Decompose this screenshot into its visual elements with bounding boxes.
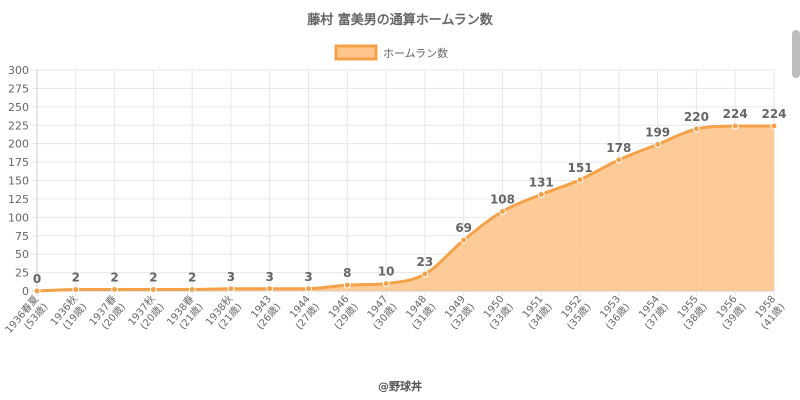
y-tick-label: 125: [8, 193, 29, 206]
data-point[interactable]: [731, 122, 739, 130]
data-label: 10: [378, 265, 395, 279]
legend-label: ホームラン数: [383, 47, 448, 60]
x-tick-label: 1937春(20歳): [87, 293, 128, 336]
data-label: 0: [33, 272, 41, 286]
area-fill: [37, 125, 774, 291]
data-point[interactable]: [537, 190, 545, 198]
data-point[interactable]: [72, 286, 80, 294]
x-tick-label: 1944(27歳): [285, 294, 322, 332]
y-tick-label: 225: [8, 119, 29, 132]
data-point[interactable]: [654, 140, 662, 148]
x-tick-label: 1946(29歳): [324, 294, 361, 332]
y-tick-label: 250: [8, 101, 29, 114]
data-label: 199: [645, 125, 670, 139]
data-label: 151: [568, 161, 593, 175]
x-tick-label: 1954(37歳): [634, 294, 671, 332]
data-point[interactable]: [266, 285, 274, 293]
data-point[interactable]: [111, 286, 119, 294]
x-tick-label: 1948(31歳): [401, 294, 438, 332]
data-label: 108: [490, 192, 515, 206]
data-point[interactable]: [343, 281, 351, 289]
x-tick-label: 1952(35歳): [556, 294, 593, 332]
x-tick-label: 1956(39歳): [711, 294, 748, 332]
x-axis: 1936春夏(53歳)1936秋(19歳)1937春(20歳)1937秋(20歳…: [3, 292, 788, 343]
data-point[interactable]: [305, 285, 313, 293]
y-tick-label: 200: [8, 138, 29, 151]
data-label: 2: [110, 271, 118, 285]
data-point[interactable]: [770, 122, 778, 130]
legend[interactable]: ホームラン数: [334, 44, 448, 61]
x-tick-label: 1936秋(19歳): [47, 292, 89, 335]
data-point[interactable]: [149, 286, 157, 294]
data-label: 220: [684, 110, 709, 124]
data-point[interactable]: [576, 176, 584, 184]
data-point[interactable]: [692, 125, 700, 133]
y-tick-label: 75: [15, 230, 29, 243]
data-point[interactable]: [615, 156, 623, 164]
data-label: 2: [149, 271, 157, 285]
x-tick-label: 1958(41歳): [750, 294, 787, 332]
y-tick-label: 150: [8, 175, 29, 188]
data-label: 224: [761, 107, 786, 121]
data-point[interactable]: [460, 236, 468, 244]
x-tick-label: 1949(32歳): [440, 294, 477, 332]
y-tick-label: 275: [8, 82, 29, 95]
x-tick-label: 1947(30歳): [362, 294, 399, 332]
data-label: 8: [343, 266, 351, 280]
data-label: 3: [266, 270, 274, 284]
x-tick-label: 1955(38歳): [673, 294, 710, 332]
grid: [32, 69, 775, 296]
data-label: 224: [723, 107, 748, 121]
y-tick-label: 100: [8, 211, 29, 224]
data-label: 2: [188, 271, 196, 285]
data-point[interactable]: [227, 285, 235, 293]
series-area: [36, 124, 774, 293]
y-tick-label: 25: [15, 267, 29, 280]
data-label: 3: [227, 270, 235, 284]
chart-title: 藤村 富美男の通算ホームラン数: [307, 12, 493, 28]
legend-swatch: [334, 44, 378, 61]
data-label: 178: [606, 141, 631, 155]
data-label: 23: [417, 255, 434, 269]
x-tick-label: 1936春夏(53歳): [3, 293, 51, 343]
x-tick-label: 1938秋(21歳): [202, 292, 244, 335]
data-point[interactable]: [498, 207, 506, 215]
data-label: 3: [304, 270, 312, 284]
x-tick-label: 1943(26歳): [246, 294, 283, 332]
data-point[interactable]: [188, 286, 196, 294]
data-label: 131: [529, 175, 554, 189]
data-point[interactable]: [382, 280, 390, 288]
y-tick-label: 50: [15, 248, 29, 261]
data-point[interactable]: [33, 287, 41, 295]
x-tick-label: 1937秋(20歳): [125, 292, 167, 335]
scrollbar-thumb[interactable]: [792, 30, 800, 78]
y-tick-label: 175: [8, 156, 29, 169]
data-label: 69: [455, 221, 472, 235]
x-tick-label: 1953(36歳): [595, 294, 632, 332]
x-tick-label: 1950(33歳): [479, 294, 516, 332]
data-label: 2: [72, 271, 80, 285]
x-tick-label: 1951(34歳): [518, 294, 555, 332]
y-axis: 0 25 50 75 100 125 150 175 200 225 250 275 300: [8, 64, 29, 298]
data-point[interactable]: [421, 270, 429, 278]
y-tick-label: 300: [8, 64, 29, 77]
x-tick-label: 1938春(21歳): [164, 293, 205, 336]
series-points: [33, 122, 778, 295]
y-tick-label: 0: [22, 285, 29, 298]
footer-credit: @野球丼: [378, 379, 422, 393]
